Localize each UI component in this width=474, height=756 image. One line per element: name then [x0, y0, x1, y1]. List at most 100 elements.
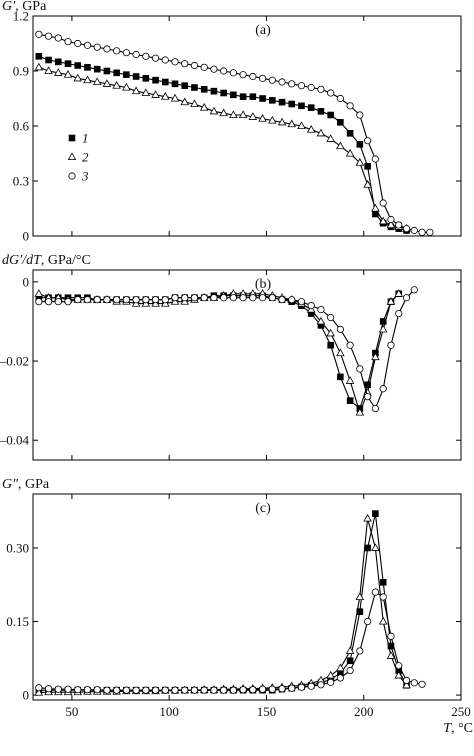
data-point-3 — [278, 296, 286, 304]
data-point-2 — [199, 103, 209, 111]
data-point-2 — [141, 88, 151, 96]
data-point-3 — [402, 225, 411, 233]
data-point-3 — [346, 341, 354, 349]
data-point-3 — [122, 296, 130, 304]
data-point-3 — [171, 58, 179, 66]
data-point-2 — [63, 70, 73, 78]
data-point-1 — [327, 341, 334, 349]
data-point-2 — [336, 348, 345, 357]
data-point-3 — [387, 632, 395, 640]
data-point-1 — [337, 373, 344, 381]
data-point-1 — [346, 657, 354, 665]
data-point-2 — [355, 592, 365, 600]
data-point-3 — [336, 674, 344, 682]
data-point-3 — [297, 683, 306, 691]
series-1 — [35, 290, 403, 412]
data-point-3 — [181, 60, 189, 68]
data-point-3 — [103, 686, 111, 694]
data-point-1 — [181, 82, 189, 89]
data-point-3 — [44, 298, 53, 306]
data-point-3 — [190, 61, 199, 70]
data-point-3 — [288, 684, 296, 692]
data-point-2 — [378, 324, 388, 333]
series-3 — [35, 30, 434, 236]
data-point-1 — [54, 58, 62, 66]
data-point-3 — [288, 296, 296, 304]
data-point-1 — [132, 73, 140, 80]
data-point-3 — [317, 305, 325, 314]
data-point-3 — [113, 686, 121, 694]
y-axis-unit: , GPa — [18, 477, 50, 492]
series-line-2 — [38, 66, 407, 230]
data-point-3 — [395, 662, 403, 670]
data-point-2 — [336, 663, 345, 672]
data-point-1 — [379, 318, 387, 325]
data-point-1 — [364, 163, 371, 170]
legend-marker-1 — [68, 134, 76, 142]
data-point-3 — [402, 676, 411, 684]
series-2 — [34, 62, 411, 232]
data-point-2 — [386, 297, 396, 305]
data-point-3 — [410, 226, 418, 235]
x-tick-label: 250 — [451, 704, 471, 719]
data-point-2 — [287, 119, 297, 128]
series-line-3 — [38, 289, 415, 410]
data-point-3 — [288, 80, 296, 88]
data-point-3 — [210, 294, 218, 302]
plot-frame — [32, 493, 462, 701]
data-point-2 — [238, 110, 248, 118]
data-point-3 — [327, 89, 335, 97]
data-point-3 — [54, 685, 62, 693]
data-point-3 — [229, 294, 237, 302]
data-point-3 — [200, 63, 208, 71]
data-point-2 — [161, 92, 170, 100]
data-point-3 — [379, 593, 387, 601]
data-point-3 — [258, 294, 267, 302]
data-point-3 — [210, 686, 218, 694]
data-point-3 — [171, 686, 179, 694]
data-point-1 — [239, 93, 247, 100]
data-point-3 — [220, 67, 228, 75]
data-point-1 — [288, 100, 296, 108]
panel-label: (b) — [255, 277, 272, 292]
data-point-2 — [34, 289, 44, 297]
y-axis-symbol: G″ — [2, 477, 18, 492]
series-line-2 — [38, 293, 400, 415]
data-point-3 — [410, 679, 418, 687]
data-point-2 — [363, 513, 372, 522]
data-point-3 — [220, 294, 228, 302]
data-point-3 — [379, 199, 387, 207]
data-point-3 — [371, 588, 379, 596]
data-point-2 — [371, 203, 380, 212]
panel-a: 0 0.3 0.6 0.9 1.2 (a) G′, GPa 1 2 3 — [2, 0, 462, 244]
data-point-3 — [317, 85, 325, 93]
x-tick-label: 200 — [354, 704, 374, 719]
data-point-2 — [297, 121, 306, 130]
data-point-1 — [45, 56, 52, 64]
data-point-3 — [113, 47, 121, 55]
data-point-1 — [161, 78, 169, 86]
data-point-3 — [229, 69, 237, 77]
data-point-2 — [386, 651, 396, 659]
data-point-3 — [346, 666, 354, 675]
panel-c: 50 100 150 200 250 0 0.15 0.30 (c) G″, GPa T, °C — [2, 477, 473, 736]
data-point-3 — [142, 686, 150, 694]
data-point-3 — [258, 74, 267, 82]
data-point-2 — [326, 670, 335, 679]
data-point-2 — [229, 110, 238, 118]
series-line-2 — [38, 518, 407, 694]
series-line-3 — [38, 591, 423, 691]
data-point-2 — [386, 220, 396, 229]
data-point-2 — [131, 86, 141, 95]
data-point-3 — [103, 45, 111, 53]
data-point-2 — [44, 66, 53, 74]
data-point-3 — [200, 294, 208, 302]
data-point-2 — [355, 158, 365, 166]
series-line-3 — [38, 33, 430, 233]
data-point-1 — [346, 397, 354, 404]
data-point-3 — [122, 686, 130, 694]
data-point-3 — [161, 56, 169, 64]
data-point-3 — [74, 296, 82, 304]
y-tick-label: 0 — [23, 274, 30, 289]
series-2 — [34, 513, 411, 696]
